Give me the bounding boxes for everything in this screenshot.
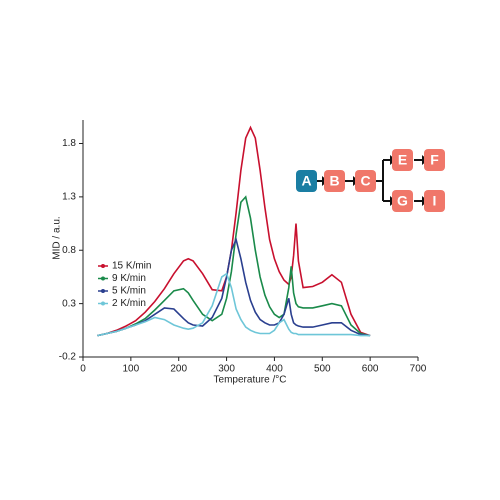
series-line bbox=[97, 237, 371, 337]
scheme-node: C bbox=[355, 170, 376, 192]
node-box bbox=[324, 170, 345, 192]
scheme-node: G bbox=[392, 190, 413, 212]
series-line bbox=[97, 195, 371, 337]
branch bbox=[376, 159, 390, 202]
legend-label: 15 K/min bbox=[112, 261, 151, 272]
node-label: F bbox=[430, 152, 439, 168]
node-box bbox=[424, 149, 445, 171]
x-axis-label: Temperature /°C bbox=[214, 375, 287, 386]
y-tick-label: -0.2 bbox=[59, 352, 77, 363]
series-line bbox=[97, 125, 371, 337]
node-box bbox=[392, 149, 413, 171]
y-axis-label: MID / a.u. bbox=[52, 216, 63, 259]
x-tick-label: 100 bbox=[123, 364, 140, 375]
x-tick-label: 600 bbox=[362, 364, 379, 375]
scheme-nodes: A B C E F G I bbox=[296, 149, 445, 212]
y-tick-label: 0.8 bbox=[62, 245, 76, 256]
series-line bbox=[97, 272, 371, 337]
legend-marker bbox=[101, 276, 105, 281]
scheme-node: E bbox=[392, 149, 413, 171]
x-tick-label: 700 bbox=[410, 364, 427, 375]
x-tick-label: 200 bbox=[170, 364, 187, 375]
node-box bbox=[392, 190, 413, 212]
scheme-node: B bbox=[324, 170, 345, 192]
node-label: G bbox=[397, 193, 408, 209]
scheme-node: F bbox=[424, 149, 445, 171]
legend-marker bbox=[101, 264, 105, 268]
x-tick-label: 400 bbox=[266, 364, 283, 375]
node-label: A bbox=[301, 173, 311, 189]
x-tick-label: 0 bbox=[80, 364, 86, 375]
scheme-node: A bbox=[296, 170, 317, 192]
scheme-node: I bbox=[424, 190, 445, 212]
reaction-scheme bbox=[316, 159, 422, 202]
node-box bbox=[424, 190, 445, 212]
y-tick-label: 0.3 bbox=[62, 298, 76, 309]
node-box bbox=[296, 170, 317, 192]
legend-label: 9 K/min bbox=[112, 273, 146, 284]
node-label: C bbox=[360, 173, 370, 189]
x-tick-label: 300 bbox=[218, 364, 235, 375]
y-tick-label: 1.8 bbox=[62, 138, 76, 149]
legend-marker bbox=[101, 301, 105, 306]
node-label: E bbox=[398, 152, 407, 168]
legend-label: 5 K/min bbox=[112, 286, 146, 297]
legend-label: 2 K/min bbox=[112, 298, 146, 309]
y-tick-label: 1.3 bbox=[62, 192, 76, 203]
node-label: B bbox=[329, 173, 339, 189]
node-label: I bbox=[433, 193, 437, 209]
x-tick-label: 500 bbox=[314, 364, 331, 375]
node-box bbox=[355, 170, 376, 192]
legend-marker bbox=[101, 289, 105, 293]
